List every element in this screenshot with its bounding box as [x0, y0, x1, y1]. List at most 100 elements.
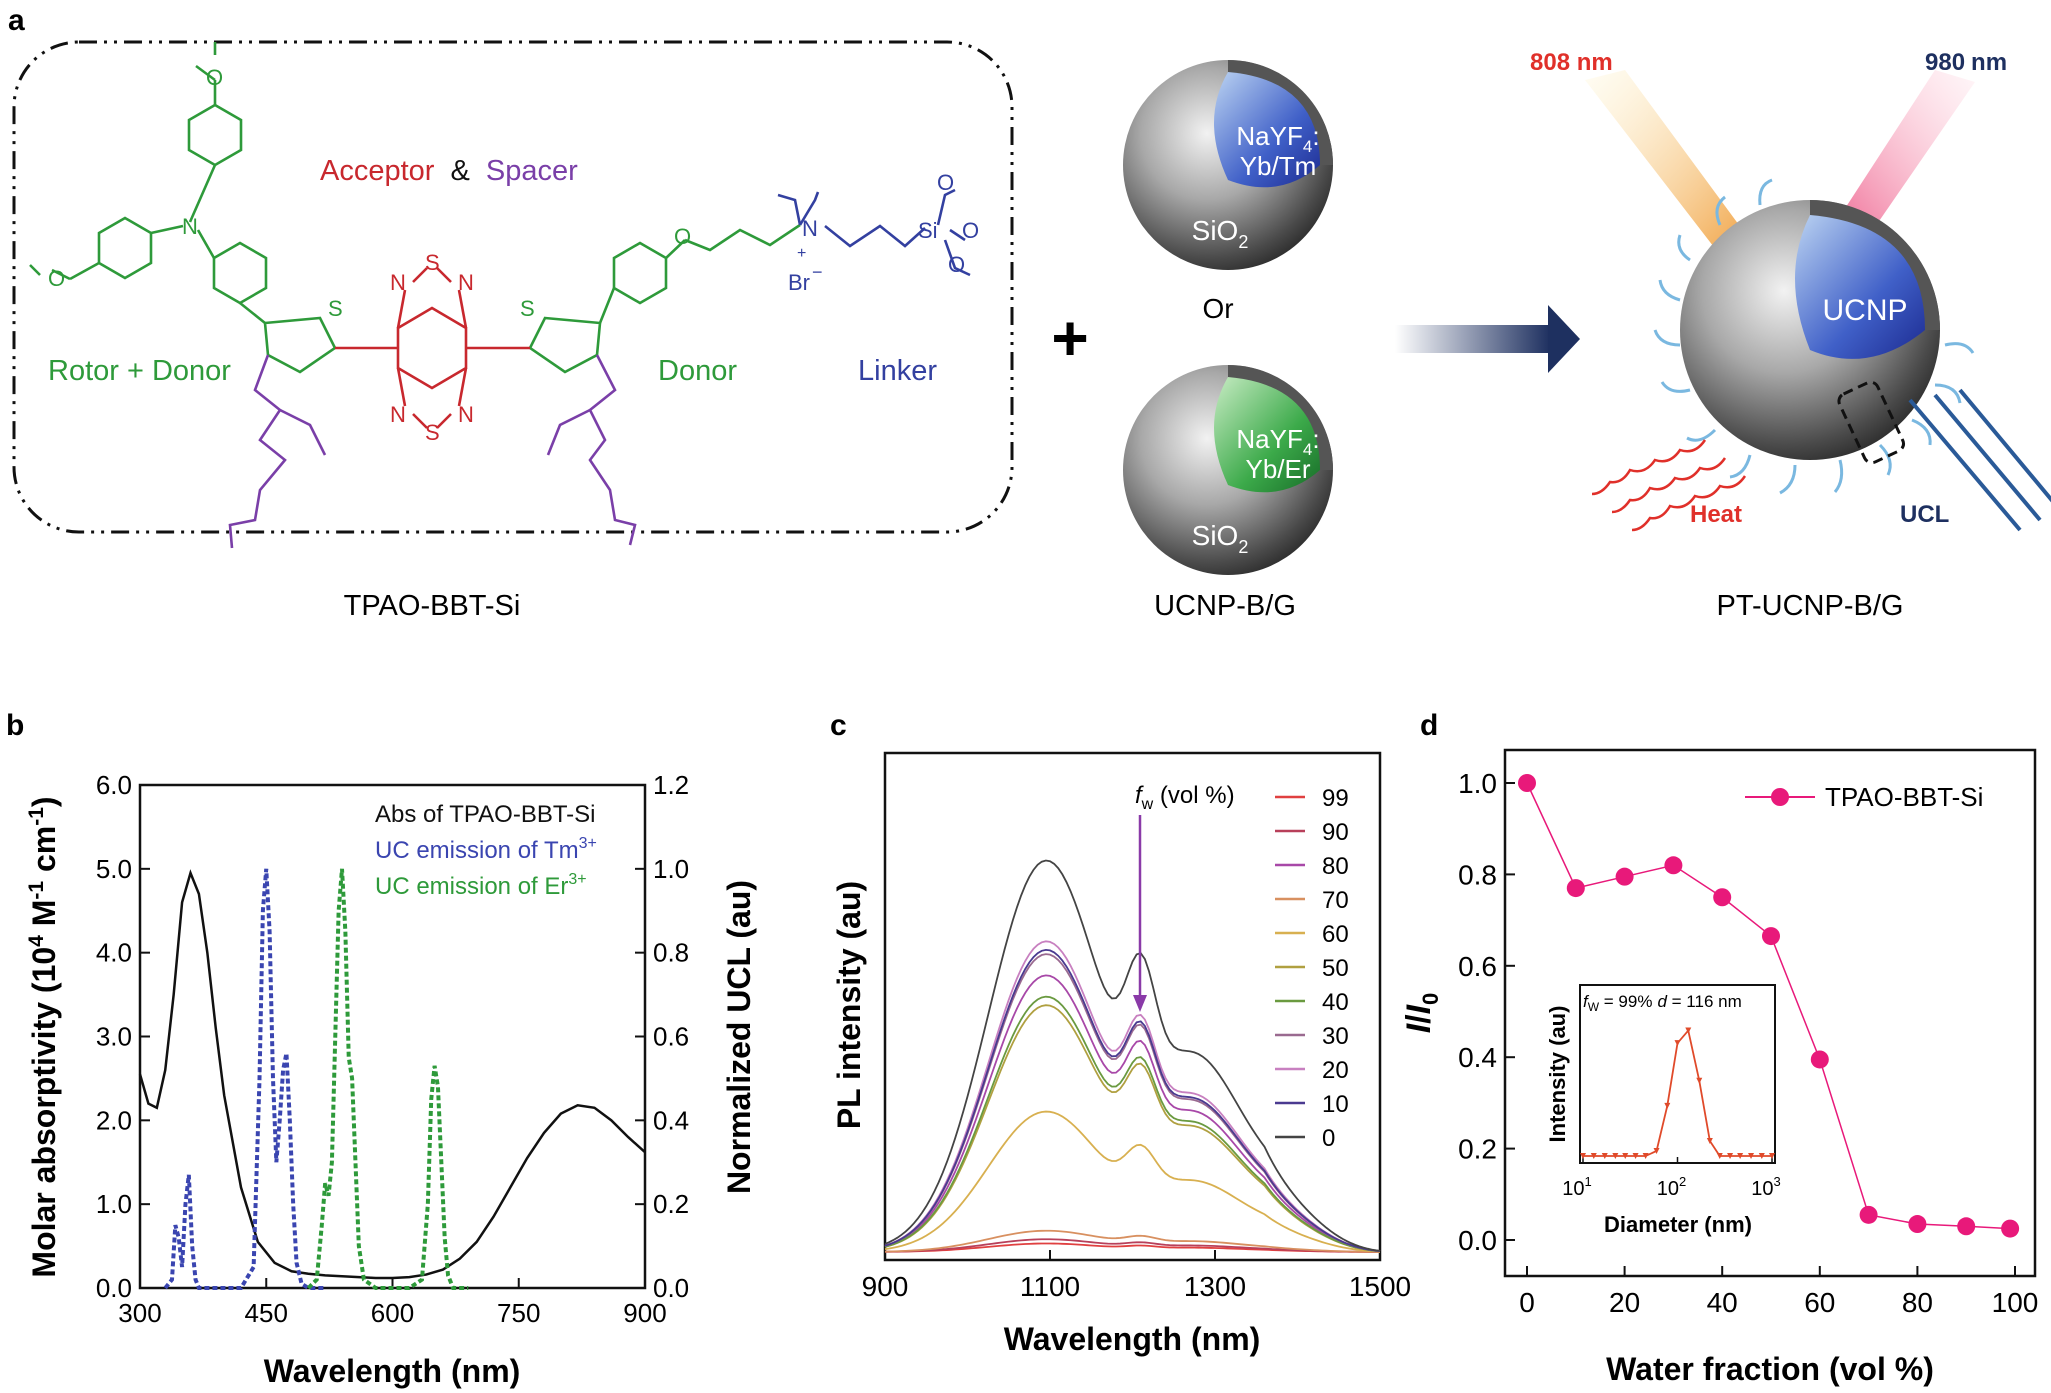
inset-data-point — [1601, 1153, 1608, 1159]
atom-n-plus: N — [802, 216, 818, 241]
panel-a-letter: a — [8, 4, 25, 37]
rotor-donor-label: Rotor + Donor — [48, 355, 231, 387]
b-ytick-right-label: 0.2 — [653, 1189, 689, 1219]
d-data-point — [1762, 927, 1780, 946]
b-series-line-1 — [163, 868, 326, 1290]
inset-data-point — [1590, 1153, 1597, 1159]
panel-b: b 300 450 600 750 9000.01.02.03.04.05.06.00.… — [6, 709, 757, 1389]
c-xtick-label: 900 — [862, 1271, 909, 1302]
b-xlabel: Wavelength (nm) — [264, 1353, 521, 1389]
d-inset: 101 102 103 fW = 99% d = 116 nm Diameter (n… — [1545, 984, 1781, 1237]
atom-minus-charge: − — [812, 262, 823, 282]
d-xtick-label: 40 — [1707, 1287, 1738, 1318]
pt-ucnp-particle: UCNP 808 nm 980 nm — [1530, 49, 2051, 532]
c-legend-label-4: 60 — [1322, 921, 1349, 948]
thiophenes — [263, 287, 616, 374]
d-data-point — [1957, 1217, 1976, 1236]
inset-title: fW = 99% d = 116 nm — [1583, 992, 1742, 1014]
atom-n-bbt-tr: N — [458, 270, 474, 295]
c-legend-label-9: 10 — [1322, 1091, 1349, 1118]
c-series-line-3 — [884, 1229, 1381, 1253]
b-legend-er: UC emission of Er3+ — [375, 871, 587, 900]
ucnp-label: UCNP-B/G — [1154, 590, 1296, 622]
c-series-line-1 — [884, 1238, 1381, 1253]
er-core-label-2: Yb/Er — [1245, 454, 1310, 484]
d-data-point — [1664, 856, 1683, 875]
inset-data-point — [1653, 1147, 1660, 1154]
c-legend-label-8: 20 — [1322, 1057, 1349, 1084]
d-ytick-label: 1.0 — [1458, 768, 1497, 799]
b-ytick-left-label: 3.0 — [96, 1022, 132, 1052]
b-legend-abs: Abs of TPAO-BBT-Si — [375, 801, 596, 828]
b-ytick-right-label: 0.0 — [653, 1273, 689, 1303]
b-ytick-left-label: 6.0 — [96, 770, 132, 800]
b-ytick-right-label: 0.4 — [653, 1105, 689, 1135]
d-xtick-label: 0 — [1519, 1287, 1535, 1318]
b-ytick-left-label: 0.0 — [96, 1273, 132, 1303]
c-xtick-label: 1500 — [1349, 1271, 1411, 1302]
d-data-point — [1713, 888, 1732, 907]
surface-ligands — [1653, 178, 1975, 495]
inset-data-point — [1674, 1040, 1681, 1047]
atom-plus-charge: + — [797, 245, 806, 262]
c-series-line-4 — [884, 1110, 1381, 1253]
product-label: PT-UCNP-B/G — [1717, 590, 1904, 622]
inset-data-point — [1642, 1153, 1649, 1159]
b-ytick-right-label: 0.8 — [653, 938, 689, 968]
inset-ylabel: Intensity (au) — [1545, 1006, 1570, 1143]
tm-core-label-2: Yb/Tm — [1240, 151, 1317, 181]
inset-data-point — [1580, 1153, 1586, 1159]
c-xlabel: Wavelength (nm) — [1004, 1321, 1261, 1357]
c-legend-label-1: 90 — [1322, 819, 1349, 846]
inset-xlabel: Diameter (nm) — [1604, 1212, 1752, 1237]
acceptor-label: Acceptor & Spacer — [320, 155, 578, 187]
atom-s-bbt-top: S — [425, 250, 440, 275]
atom-o-si-right: O — [962, 218, 979, 243]
atom-n-bbt-bl: N — [390, 402, 406, 427]
heat-arrows — [1591, 439, 1747, 532]
donor-label: Donor — [658, 355, 737, 387]
d-data-point — [1908, 1215, 1927, 1234]
d-xlabel: Water fraction (vol %) — [1606, 1351, 1934, 1387]
c-series-line-6 — [884, 995, 1381, 1253]
reaction-arrow — [1395, 305, 1580, 373]
atom-o-si-bottom: O — [948, 252, 965, 277]
b-legend-tm: UC emission of Tm3+ — [375, 835, 597, 864]
laser-808-beam — [1585, 70, 1750, 255]
d-ytick-label: 0.2 — [1458, 1134, 1497, 1165]
c-legend-label-7: 30 — [1322, 1023, 1349, 1050]
zoom-box — [1837, 380, 1905, 465]
inset-frame — [1579, 984, 1776, 1164]
c-series-line-10 — [884, 859, 1381, 1252]
ucnp-blue-sphere: NaYF4: Yb/Tm SiO2 — [1123, 60, 1333, 270]
d-ytick-label: 0.8 — [1458, 859, 1497, 890]
c-ylabel: PL intensity (au) — [831, 881, 867, 1129]
d-legend-label: TPAO-BBT-Si — [1825, 782, 1983, 812]
c-legend-label-3: 70 — [1322, 887, 1349, 914]
atom-n-bbt-br: N — [458, 402, 474, 427]
methoxy-groups — [29, 42, 217, 276]
b-xtick-label: 450 — [245, 1298, 288, 1328]
d-data-point — [2001, 1219, 2020, 1238]
inset-data-point — [1769, 1153, 1775, 1159]
c-series-line-8 — [884, 940, 1381, 1253]
b-ytick-right-label: 1.2 — [653, 770, 689, 800]
c-legend-label-0: 99 — [1322, 785, 1349, 812]
c-legend-label-10: 0 — [1322, 1125, 1335, 1152]
inset-data-point — [1664, 1102, 1671, 1109]
panel-c: c 900 1100 1300 1500 Wavelength (nm) PL int… — [830, 709, 1411, 1357]
ucl-arrows — [1908, 388, 2051, 532]
inset-data-point — [1632, 1153, 1639, 1159]
panel-a: a — [8, 4, 2051, 622]
panel-d-letter: d — [1420, 709, 1438, 742]
atom-n-bbt-tl: N — [390, 270, 406, 295]
d-data-point — [1518, 774, 1536, 792]
plot-frame-d — [1503, 748, 2037, 1278]
panel-c-letter: c — [830, 709, 847, 742]
c-legend-label-2: 80 — [1322, 853, 1349, 880]
d-xtick-label: 60 — [1804, 1287, 1835, 1318]
inset-data-point — [1727, 1153, 1734, 1159]
atom-n: N — [182, 214, 198, 239]
c-series-line-9 — [884, 948, 1381, 1253]
panel-b-letter: b — [6, 709, 24, 742]
